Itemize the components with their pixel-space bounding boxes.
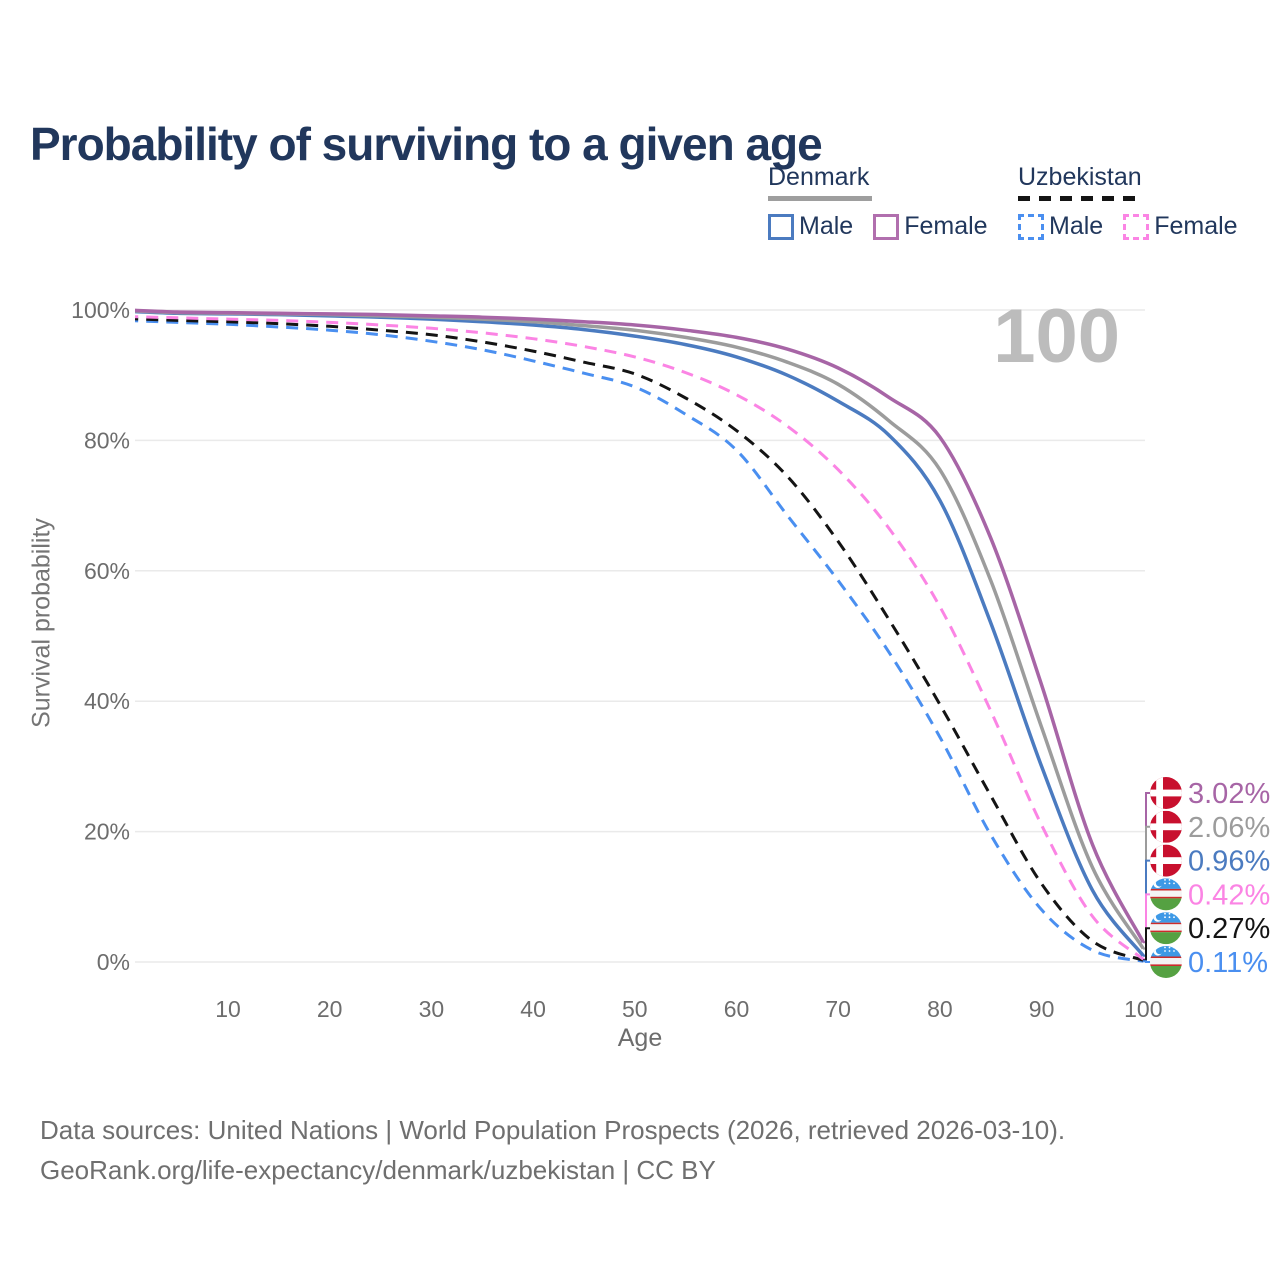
x-tick-label: 30	[419, 996, 445, 1022]
series-line-denmark-all	[135, 309, 1145, 950]
denmark-female-swatch-icon	[873, 213, 900, 240]
y-tick-label: 40%	[84, 688, 130, 714]
legend-item-denmark-male[interactable]: Male	[768, 212, 853, 241]
data-source-line-1: Data sources: United Nations | World Pop…	[40, 1115, 1066, 1145]
denmark-solid-line-swatch	[768, 196, 872, 201]
denmark-flag-icon	[1150, 777, 1182, 809]
legend-item-denmark-female[interactable]: Female	[873, 212, 988, 241]
survival-curves	[135, 308, 1145, 963]
denmark-flag-icon	[1150, 810, 1182, 843]
x-tick-label: 40	[520, 996, 546, 1022]
gridlines	[135, 309, 1145, 963]
series-line-uzbekistan-male	[135, 319, 1144, 963]
uzbekistan-flag-icon	[1150, 878, 1182, 911]
legend-item-uzbekistan-male[interactable]: Male	[1018, 212, 1103, 241]
leader-line-uzbekistan-male	[1143, 960, 1150, 963]
x-tick-label: 20	[317, 996, 343, 1022]
y-tick-label: 20%	[84, 819, 130, 845]
y-tick-label: 80%	[84, 427, 130, 453]
end-label-uzbekistan-female: 0.42%	[1188, 879, 1270, 911]
data-source-note: Data sources: United Nations | World Pop…	[40, 1110, 1065, 1190]
legend-item-label: Male	[799, 212, 854, 240]
series-line-denmark-male	[135, 309, 1145, 957]
legend-group-denmark: Denmark Male Female	[768, 163, 988, 241]
legend-item-uzbekistan-female[interactable]: Female	[1123, 212, 1238, 241]
uzbekistan-flag-icon	[1150, 946, 1182, 978]
legend-group-uzbekistan: Uzbekistan Male Female	[1018, 163, 1238, 241]
legend-item-label: Female	[1154, 212, 1238, 240]
x-tick-label: 60	[724, 996, 750, 1022]
x-axis-title: Age	[618, 1024, 662, 1052]
denmark-male-swatch-icon	[768, 213, 794, 240]
legend-item-label: Male	[1049, 212, 1104, 240]
y-tick-label: 60%	[84, 558, 130, 584]
y-axis-tick-labels: 0% 20% 40% 60% 80% 100%	[71, 297, 130, 975]
denmark-flag-icon	[1150, 844, 1182, 877]
end-label-uzbekistan-all: 0.27%	[1188, 913, 1270, 945]
x-tick-label: 50	[622, 996, 648, 1022]
watermark-age-100: 100	[993, 294, 1120, 379]
x-tick-label: 10	[215, 996, 241, 1022]
end-label-denmark-male: 0.96%	[1188, 846, 1270, 878]
end-label-denmark-all: 2.06%	[1188, 812, 1270, 844]
data-source-line-2: GeoRank.org/life-expectancy/denmark/uzbe…	[40, 1155, 716, 1185]
end-value-labels: 3.02%2.06%0.96%0.42%0.27%0.11%	[1143, 777, 1270, 979]
uzbekistan-female-swatch-icon	[1123, 213, 1150, 240]
x-tick-label: 90	[1029, 996, 1055, 1022]
y-tick-label: 0%	[97, 949, 130, 975]
legend-group-title-denmark: Denmark	[768, 163, 870, 191]
series-line-uzbekistan-all	[135, 317, 1144, 962]
legend-item-label: Female	[904, 212, 988, 240]
series-line-uzbekistan-female	[135, 315, 1145, 961]
x-tick-label: 80	[927, 996, 953, 1022]
y-axis-title: Survival probability	[27, 518, 56, 728]
leader-line-uzbekistan-all	[1143, 927, 1150, 962]
legend-group-title-uzbekistan: Uzbekistan	[1018, 163, 1142, 191]
x-tick-label: 70	[825, 996, 851, 1022]
x-tick-label: 100	[1124, 996, 1162, 1022]
uzbekistan-male-swatch-icon	[1018, 213, 1044, 240]
y-tick-label: 100%	[71, 297, 130, 323]
series-line-denmark-female	[135, 308, 1145, 944]
page-title: Probability of surviving to a given age	[30, 117, 823, 170]
uzbekistan-flag-icon	[1150, 912, 1182, 945]
uzbekistan-dashed-line-swatch	[1018, 196, 1140, 201]
end-label-denmark-female: 3.02%	[1188, 778, 1270, 810]
x-axis-tick-labels: 10 20 30 40 50 60 70 80 90 100	[215, 996, 1162, 1022]
end-label-uzbekistan-male: 0.11%	[1188, 947, 1268, 979]
